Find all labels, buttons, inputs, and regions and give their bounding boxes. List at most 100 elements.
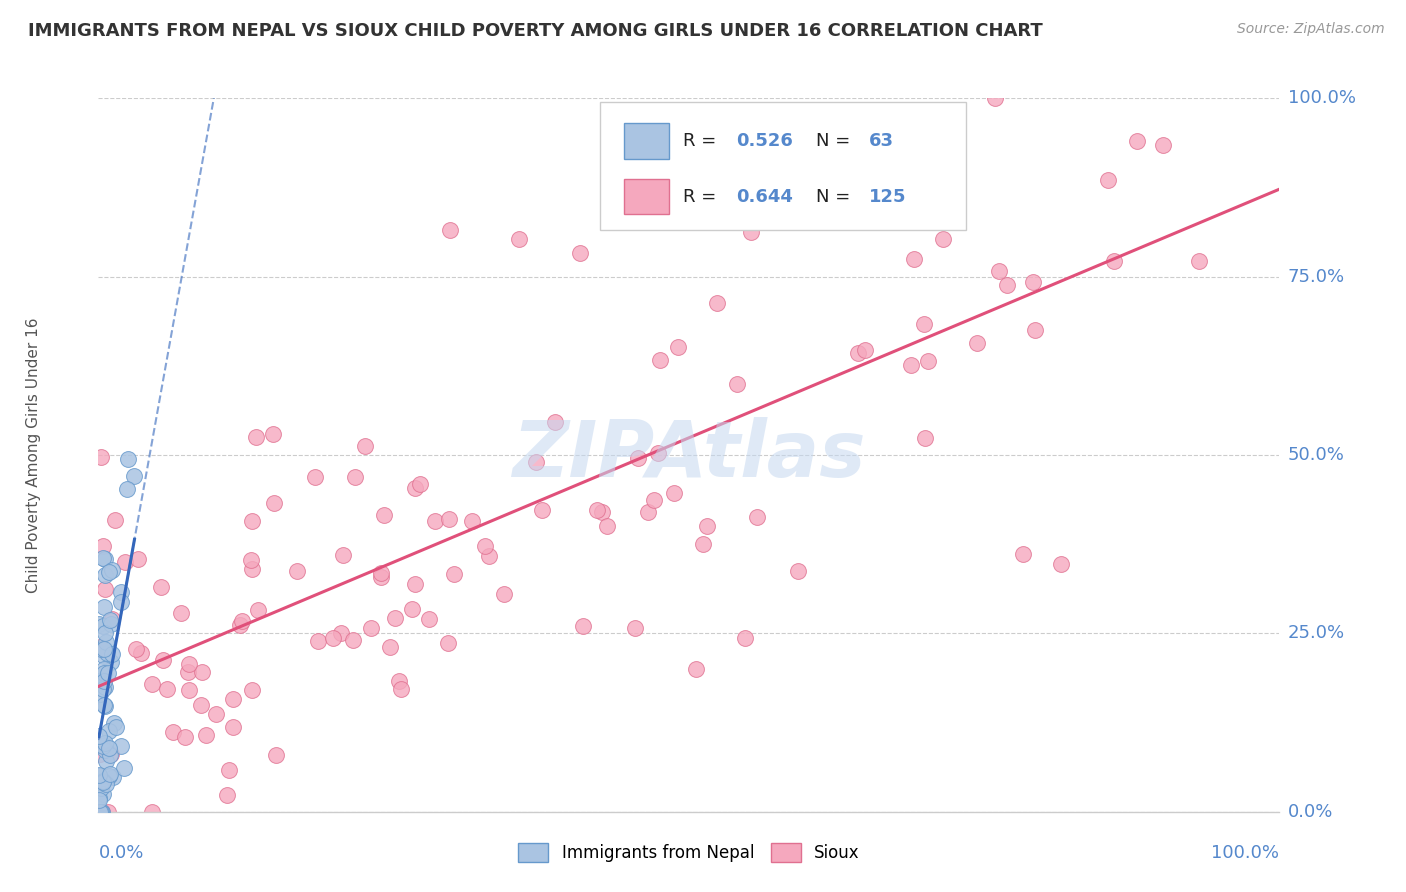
Point — [627, 450, 650, 465]
Point — [174, 730, 197, 744]
Point — [437, 512, 460, 526]
Point — [93, 739, 115, 753]
Point — [90, 450, 112, 465]
Point — [461, 514, 484, 528]
Point — [100, 616, 122, 631]
Point — [966, 336, 988, 351]
Point — [1188, 254, 1211, 268]
Text: 0.526: 0.526 — [737, 132, 793, 150]
Point — [93, 642, 115, 657]
Point — [91, 539, 114, 553]
Text: 25.0%: 25.0% — [1288, 624, 1346, 642]
Point — [378, 640, 401, 655]
Point — [90, 805, 112, 819]
Point — [443, 566, 465, 581]
Point — [87, 791, 110, 805]
Point — [110, 595, 132, 609]
Legend: Immigrants from Nepal, Sioux: Immigrants from Nepal, Sioux — [512, 837, 866, 869]
Point — [342, 632, 364, 647]
FancyBboxPatch shape — [624, 123, 669, 159]
Point — [96, 777, 118, 791]
Point — [89, 767, 111, 781]
Point — [150, 580, 173, 594]
Point — [917, 353, 939, 368]
Point — [93, 582, 115, 596]
Point — [104, 513, 127, 527]
Text: 0.644: 0.644 — [737, 187, 793, 205]
Point — [423, 514, 446, 528]
Point — [129, 646, 152, 660]
Point — [478, 549, 501, 564]
Point — [152, 653, 174, 667]
Point — [97, 565, 120, 579]
Point — [685, 662, 707, 676]
Point — [508, 232, 530, 246]
Text: 75.0%: 75.0% — [1288, 268, 1346, 285]
Point — [101, 770, 124, 784]
Point — [524, 455, 547, 469]
Point — [114, 555, 136, 569]
Point — [93, 662, 115, 676]
Text: 50.0%: 50.0% — [1288, 446, 1344, 464]
Point — [177, 657, 200, 672]
Point — [637, 505, 659, 519]
Point — [330, 626, 353, 640]
Point — [91, 619, 114, 633]
Point — [572, 619, 595, 633]
Text: ZIPAtlas: ZIPAtlas — [512, 417, 866, 493]
Point — [585, 503, 607, 517]
Point — [90, 642, 112, 657]
Point — [87, 616, 110, 631]
Point — [96, 646, 118, 660]
Point — [104, 720, 127, 734]
Point — [93, 600, 115, 615]
Point — [98, 769, 121, 783]
Point — [177, 682, 200, 697]
Point — [221, 692, 243, 706]
Point — [93, 698, 115, 712]
Point — [162, 725, 184, 739]
FancyBboxPatch shape — [600, 102, 966, 230]
Point — [101, 563, 124, 577]
Point — [343, 470, 366, 484]
Point — [900, 358, 922, 372]
Point — [786, 564, 808, 578]
Point — [436, 636, 458, 650]
Point — [354, 439, 377, 453]
Point — [263, 496, 285, 510]
Point — [100, 747, 122, 762]
Point — [931, 232, 953, 246]
Point — [94, 635, 117, 649]
Point — [1022, 276, 1045, 290]
Point — [97, 724, 120, 739]
Point — [93, 775, 115, 789]
Point — [115, 482, 138, 496]
Point — [1097, 173, 1119, 187]
Point — [995, 277, 1018, 292]
Point — [782, 213, 804, 227]
Text: 125: 125 — [869, 187, 905, 205]
Point — [474, 540, 496, 554]
Point — [401, 602, 423, 616]
Text: Child Poverty Among Girls Under 16: Child Poverty Among Girls Under 16 — [25, 318, 41, 592]
Point — [93, 666, 115, 681]
Point — [228, 618, 250, 632]
Point — [100, 648, 122, 662]
Point — [696, 518, 718, 533]
Point — [141, 677, 163, 691]
Point — [624, 621, 647, 635]
Point — [240, 514, 263, 528]
Point — [87, 729, 110, 743]
Point — [666, 340, 689, 354]
Point — [117, 452, 139, 467]
Point — [239, 553, 262, 567]
Point — [90, 805, 112, 819]
Text: N =: N = — [817, 132, 851, 150]
Point — [170, 606, 193, 620]
Point — [231, 615, 253, 629]
Point — [94, 626, 117, 640]
Point — [98, 613, 121, 627]
Point — [110, 739, 132, 753]
Point — [94, 680, 117, 694]
Point — [93, 742, 115, 756]
